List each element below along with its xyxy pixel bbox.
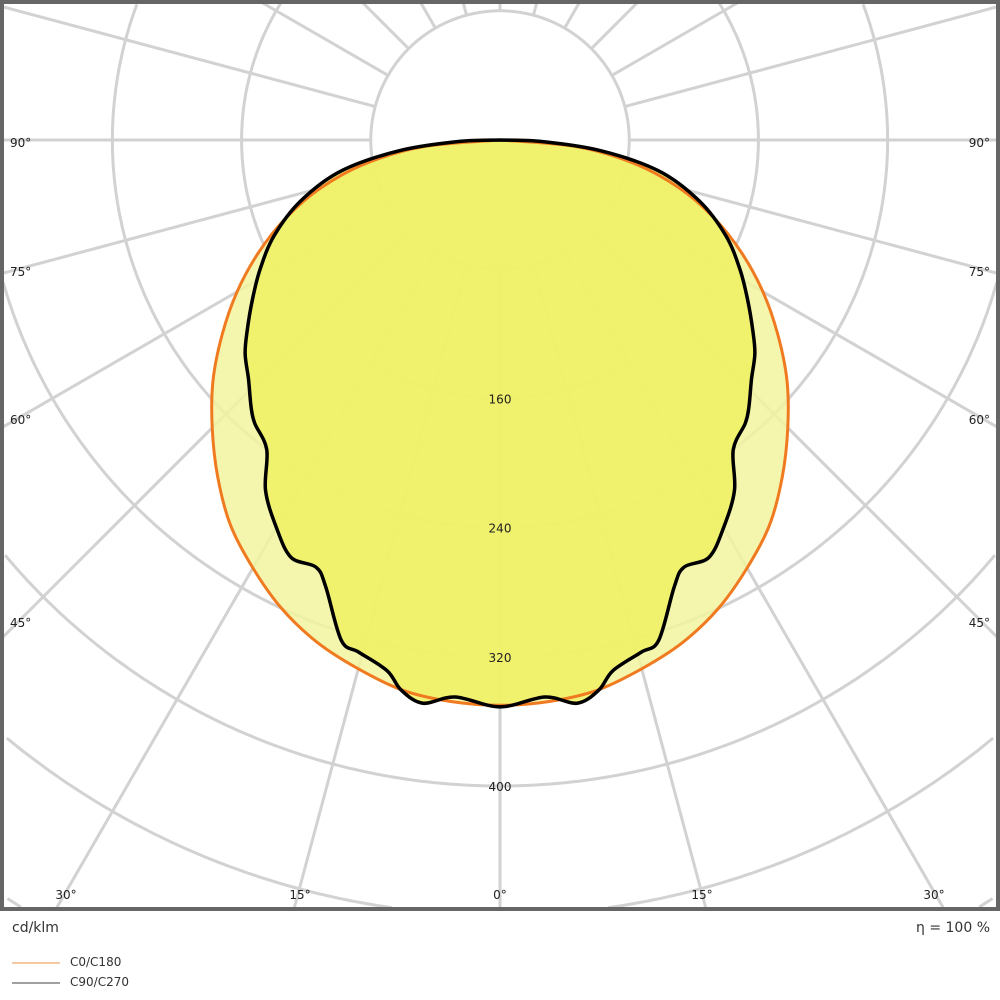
legend-label-c0: C0/C180 (70, 955, 122, 969)
angle-label-left: 60° (10, 413, 31, 427)
fill-c90-c270 (245, 140, 755, 707)
angle-label-bottom: 15° (289, 888, 310, 902)
angle-label-right: 45° (969, 616, 990, 630)
radial-tick-label: 400 (489, 780, 512, 794)
grid-circle (5, 737, 995, 910)
grid-spoke (419, 2, 437, 29)
grid-spoke (461, 2, 469, 16)
unit-label: cd/klm (12, 920, 59, 936)
grid-circle (3, 554, 997, 788)
line-c90-c270 (243, 138, 757, 709)
angle-label-left: 75° (10, 265, 31, 279)
angle-label-left: 90° (10, 136, 31, 150)
grid-spoke (261, 1, 389, 77)
angle-label-left: 45° (10, 616, 31, 630)
labels: 160 240 320 400 90° 90° 75° 75° 60° 60° 45° 45° 30° 1… (10, 136, 990, 902)
angle-label-bottom: 0° (493, 888, 507, 902)
radial-tick-label: 240 (489, 522, 512, 536)
grid-spoke (361, 1, 410, 50)
efficiency-label: η = 100 % (916, 920, 990, 936)
grid-spoke (531, 2, 539, 16)
angle-label-bottom: 15° (691, 888, 712, 902)
angle-label-bottom: 30° (923, 888, 944, 902)
grid-circle (6, 897, 994, 909)
grid-spoke (2, 5, 376, 109)
grid-spoke (611, 1, 739, 77)
grid-spoke (563, 2, 581, 29)
grid-spoke (624, 5, 998, 109)
angle-label-right: 75° (969, 265, 990, 279)
radial-tick-label: 160 (489, 392, 512, 406)
legend-swatch-c0 (12, 962, 60, 964)
angle-label-bottom: 30° (55, 888, 76, 902)
grid-spoke (590, 1, 639, 50)
plot-frame (0, 0, 1000, 911)
legend-swatch-c90 (12, 982, 60, 984)
angle-label-right: 90° (969, 136, 990, 150)
series-layer (210, 138, 790, 709)
radial-tick-label: 320 (489, 651, 512, 665)
angle-label-right: 60° (969, 413, 990, 427)
legend-label-c90: C90/C270 (70, 975, 129, 989)
